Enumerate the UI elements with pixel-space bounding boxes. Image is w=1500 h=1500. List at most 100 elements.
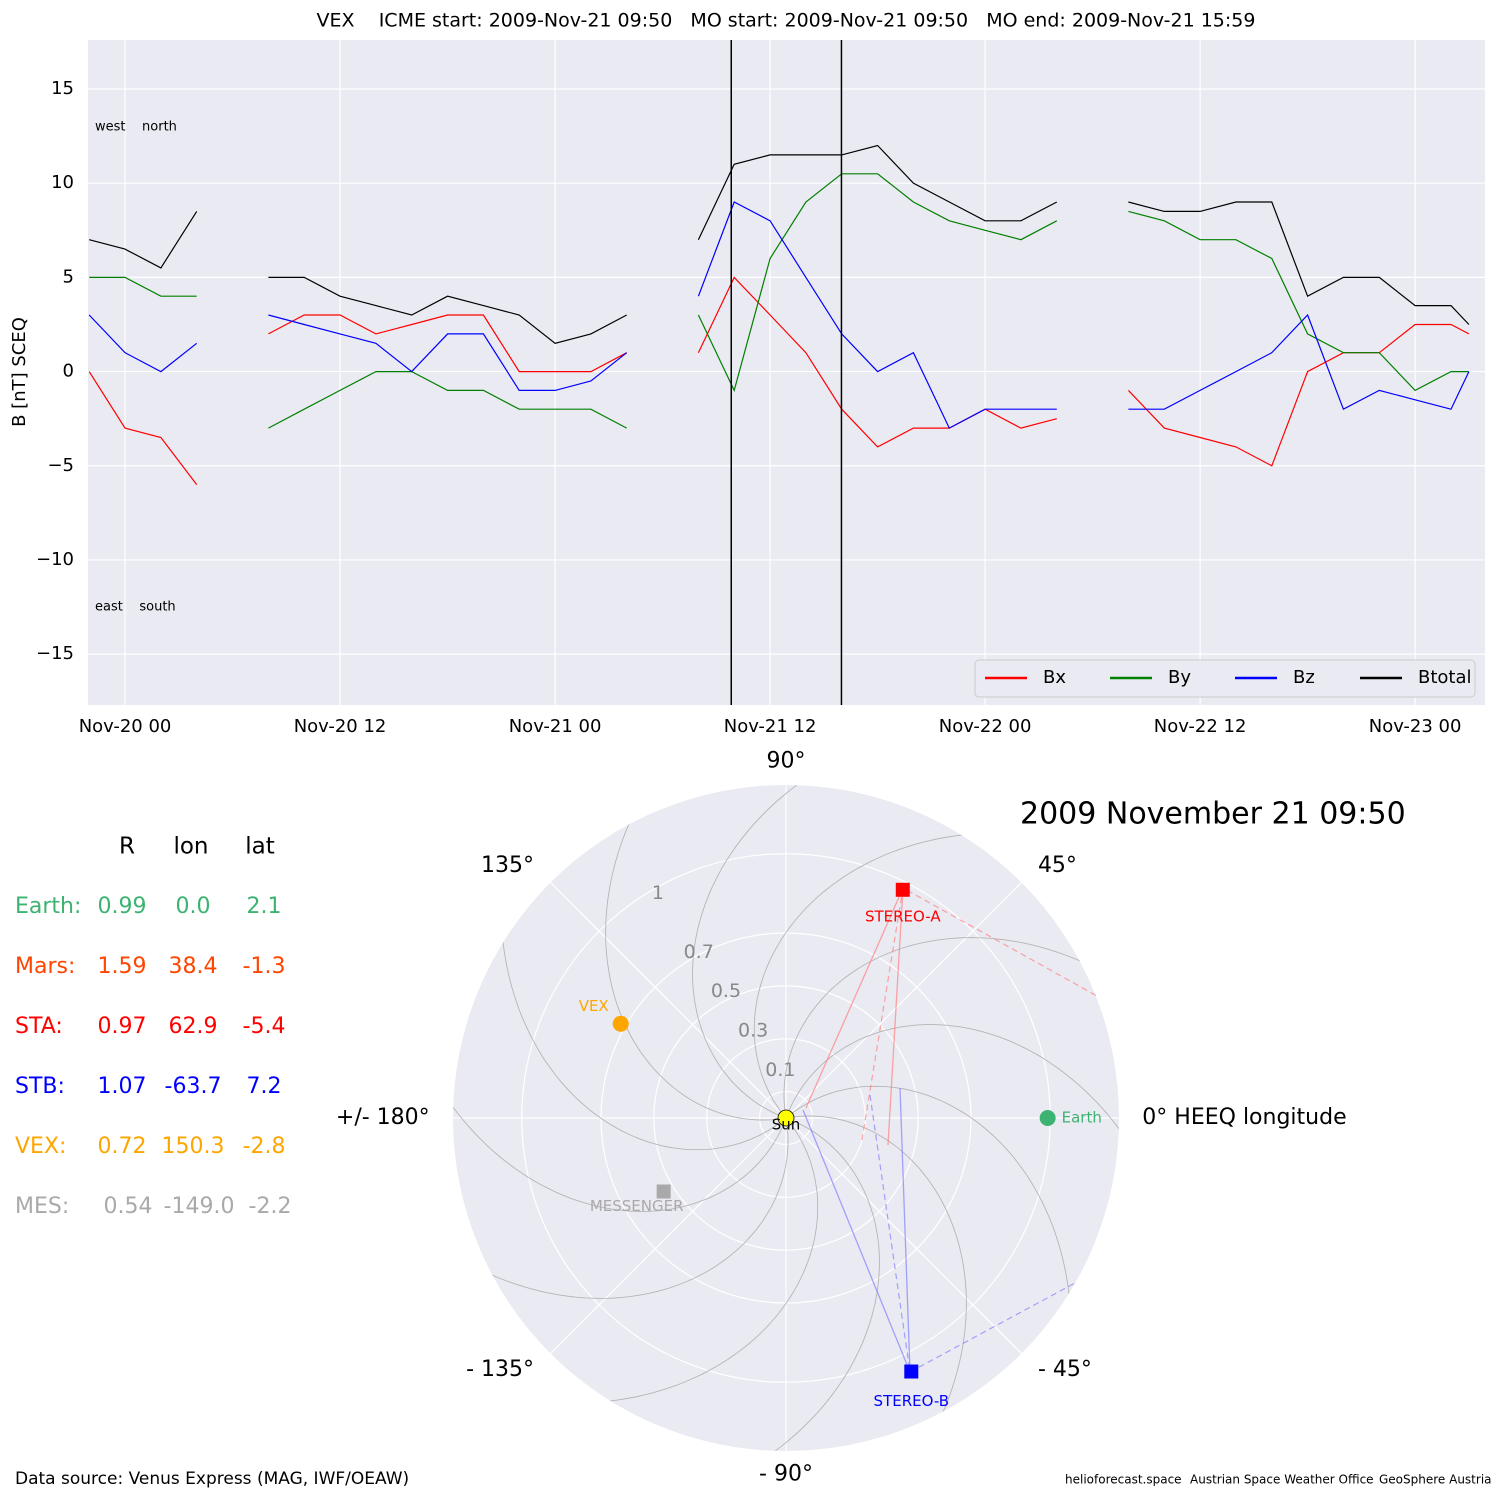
y-axis-label: B [nT] SCEQ: [9, 317, 30, 427]
table-cell: 7.2: [247, 1074, 282, 1099]
x-tick-label: Nov-20 12: [294, 716, 387, 737]
spacecraft-marker: [656, 1184, 671, 1199]
annotation: west north: [95, 120, 177, 135]
table-cell: -2.2: [249, 1194, 292, 1219]
y-tick-label: −15: [36, 643, 74, 664]
point-label: MESSENGER: [590, 1197, 684, 1215]
spacecraft-marker: [904, 1364, 919, 1379]
r-tick-label: 0.1: [765, 1059, 795, 1081]
r-tick-label: 1: [652, 882, 664, 904]
credit: Austrian Space Weather Office: [1190, 1473, 1374, 1487]
row-name: VEX:: [15, 1134, 66, 1159]
parker-spiral: [453, 924, 787, 1212]
legend-label: Bx: [1043, 667, 1066, 688]
table-cell: -5.4: [243, 1014, 286, 1039]
y-tick-label: −10: [36, 549, 74, 570]
series-line: [88, 201, 1470, 429]
theta-grid: [785, 882, 1022, 1119]
theta-tick-label: - 90°: [759, 1461, 813, 1486]
table-cell: 1.59: [98, 954, 147, 979]
chart-title: VEX ICME start: 2009-Nov-21 09:50 MO sta…: [317, 10, 1256, 32]
legend-box: [974, 659, 1476, 698]
point-label: VEX: [579, 997, 609, 1015]
row-name: Earth:: [15, 894, 81, 919]
y-tick-label: 10: [51, 172, 74, 193]
theta-tick-label: - 45°: [1038, 1357, 1092, 1382]
r-tick-label: 0.5: [711, 980, 741, 1002]
parker-spiral: [785, 1115, 967, 1451]
time-series: −15 −10 −5 0 5 10 15 Nov-20 00 Nov-20 12 Nov-21 0…: [36, 40, 1485, 737]
point-label: Earth: [1062, 1109, 1102, 1127]
series-line: [89, 173, 1469, 429]
parker-spiral: [785, 1024, 1119, 1312]
y-tick-label: 0: [63, 361, 74, 382]
plot-background: [88, 40, 1485, 705]
parker-spiral: [605, 785, 787, 1121]
table-cell: 0.97: [98, 1014, 147, 1039]
x-tick-label: Nov-22 12: [1154, 716, 1247, 737]
parker-spiral: [783, 937, 1119, 1119]
row-name: STA:: [15, 1014, 63, 1039]
theta-grid: [785, 1117, 1022, 1354]
table-cell: 0.72: [98, 1134, 147, 1159]
table-cell: 2.1: [247, 894, 282, 919]
row-name: MES:: [15, 1194, 69, 1219]
theta-tick-label: 90°: [767, 749, 806, 774]
table-cell: -149.0: [164, 1194, 235, 1219]
x-tick-label: Nov-22 00: [939, 716, 1032, 737]
point-label: STEREO-B: [874, 1392, 949, 1410]
theta-tick-label: +/- 180°: [336, 1105, 430, 1130]
polar-title: 2009 November 21 09:50: [1020, 797, 1406, 832]
data-source: Data source: Venus Express (MAG, IWF/OEA…: [15, 1469, 409, 1489]
parker-spiral: [692, 785, 980, 1119]
sun: [777, 1109, 795, 1127]
point-label: STEREO-A: [865, 907, 941, 925]
y-tick-label: 5: [63, 266, 74, 287]
series-line: [88, 276, 1470, 485]
table-cell: 0.0: [176, 894, 211, 919]
theta-tick-label: 45°: [1038, 853, 1077, 878]
polar-plot: 0° HEEQ longitude 45° 90° 135° +/- 180° - 135…: [336, 749, 1347, 1487]
row-name: STB:: [15, 1074, 65, 1099]
r-tick-label: 0.7: [684, 941, 714, 963]
table-header: lon: [173, 834, 208, 860]
table-header: lat: [245, 834, 275, 860]
table-cell: 62.9: [169, 1014, 218, 1039]
planet-marker: [1039, 1110, 1056, 1126]
table-cell: -63.7: [165, 1074, 222, 1099]
parker-spiral: [592, 1117, 880, 1451]
planet-marker: [612, 1015, 629, 1032]
annotation: east south: [95, 600, 176, 615]
theta-tick-label: 0° HEEQ longitude: [1142, 1105, 1346, 1130]
credit: helioforecast.space: [1065, 1473, 1182, 1487]
y-tick-label: 15: [51, 78, 74, 99]
legend-label: Bz: [1293, 667, 1315, 688]
legend-label: Btotal: [1418, 667, 1472, 688]
theta-grid: [550, 1117, 787, 1354]
table-cell: 0.99: [98, 894, 147, 919]
sun-label: Sun: [772, 1116, 801, 1134]
spacecraft-marker: [895, 882, 910, 897]
table-cell: 0.54: [104, 1194, 153, 1219]
credit: GeoSphere Austria: [1379, 1473, 1492, 1487]
x-tick-label: Nov-21 00: [509, 716, 602, 737]
r-tick-label: 0.3: [738, 1020, 768, 1042]
table-cell: -2.8: [243, 1134, 286, 1159]
x-tick-label: Nov-20 00: [79, 716, 172, 737]
connection-line: [869, 1094, 1076, 1373]
theta-grid: [550, 882, 787, 1119]
table-cell: 1.07: [98, 1074, 147, 1099]
series-line: [89, 144, 1470, 344]
y-tick-label: −5: [47, 455, 74, 476]
x-tick-label: Nov-21 12: [724, 716, 817, 737]
table-cell: 150.3: [162, 1134, 225, 1159]
theta-tick-label: 135°: [481, 853, 534, 878]
parker-spiral: [453, 1117, 789, 1299]
theta-tick-label: - 135°: [466, 1357, 534, 1382]
table-header: R: [119, 834, 135, 860]
table-cell: 38.4: [169, 954, 218, 979]
table-cell: -1.3: [243, 954, 286, 979]
row-name: Mars:: [15, 954, 75, 979]
x-tick-label: Nov-23 00: [1369, 716, 1462, 737]
